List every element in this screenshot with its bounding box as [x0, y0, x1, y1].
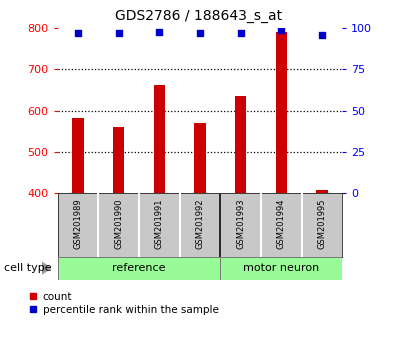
Text: GSM201991: GSM201991	[155, 198, 164, 249]
Text: GSM201989: GSM201989	[74, 198, 82, 249]
Point	[197, 30, 203, 36]
Point	[115, 30, 122, 36]
Text: GSM201994: GSM201994	[277, 198, 286, 249]
Text: cell type: cell type	[4, 263, 52, 273]
Point	[238, 30, 244, 36]
Text: motor neuron: motor neuron	[243, 263, 320, 273]
Bar	[58, 257, 220, 280]
Text: GSM201995: GSM201995	[318, 198, 326, 249]
Text: GSM201992: GSM201992	[195, 198, 205, 249]
Text: GSM201993: GSM201993	[236, 198, 245, 249]
Bar	[220, 257, 342, 280]
Bar	[316, 190, 328, 193]
Point	[319, 32, 325, 38]
Bar	[275, 33, 287, 193]
Text: GDS2786 / 188643_s_at: GDS2786 / 188643_s_at	[115, 9, 283, 23]
Bar	[72, 118, 84, 193]
Bar	[113, 127, 125, 193]
Text: GSM201990: GSM201990	[114, 198, 123, 249]
Bar	[194, 123, 206, 193]
Bar	[235, 96, 246, 193]
Point	[156, 29, 162, 34]
Point	[75, 30, 81, 36]
Legend: count, percentile rank within the sample: count, percentile rank within the sample	[29, 292, 219, 315]
Point	[278, 27, 285, 33]
Polygon shape	[42, 261, 52, 275]
Text: reference: reference	[112, 263, 166, 273]
Bar	[154, 85, 165, 193]
